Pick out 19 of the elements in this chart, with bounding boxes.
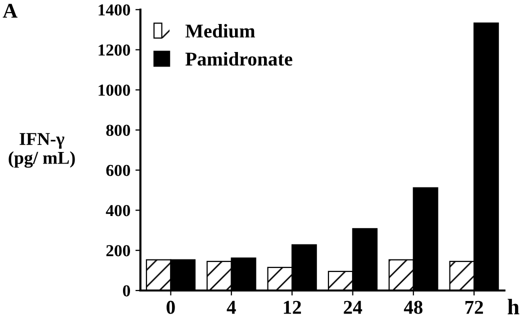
x-tick-label: 12: [284, 300, 301, 314]
x-tick-label: 24: [344, 300, 362, 314]
y-tick-label: 0: [122, 285, 130, 296]
x-tick-label: 72: [465, 300, 483, 314]
text: A: [2, 4, 18, 18]
y-tick-label: 1000: [98, 84, 130, 96]
x-tick-label: 0: [166, 300, 175, 314]
y-tick-label: 1200: [98, 44, 130, 56]
legend-label: Medium: [185, 24, 255, 38]
x-tick-label: 48: [404, 300, 422, 314]
y-tick-label: 1400: [98, 4, 130, 16]
x-tick-label: 4: [226, 300, 236, 314]
legend-label: Pamidronate: [185, 52, 292, 66]
x-axis-title: h: [508, 298, 520, 314]
y-tick-label: 600: [106, 164, 130, 176]
y-tick-label: 200: [106, 245, 130, 256]
y-axis-title: IFN-γ (pg/ mL): [8, 133, 75, 168]
y-tick-label: 800: [106, 124, 130, 136]
y-tick-label: 400: [106, 204, 130, 216]
